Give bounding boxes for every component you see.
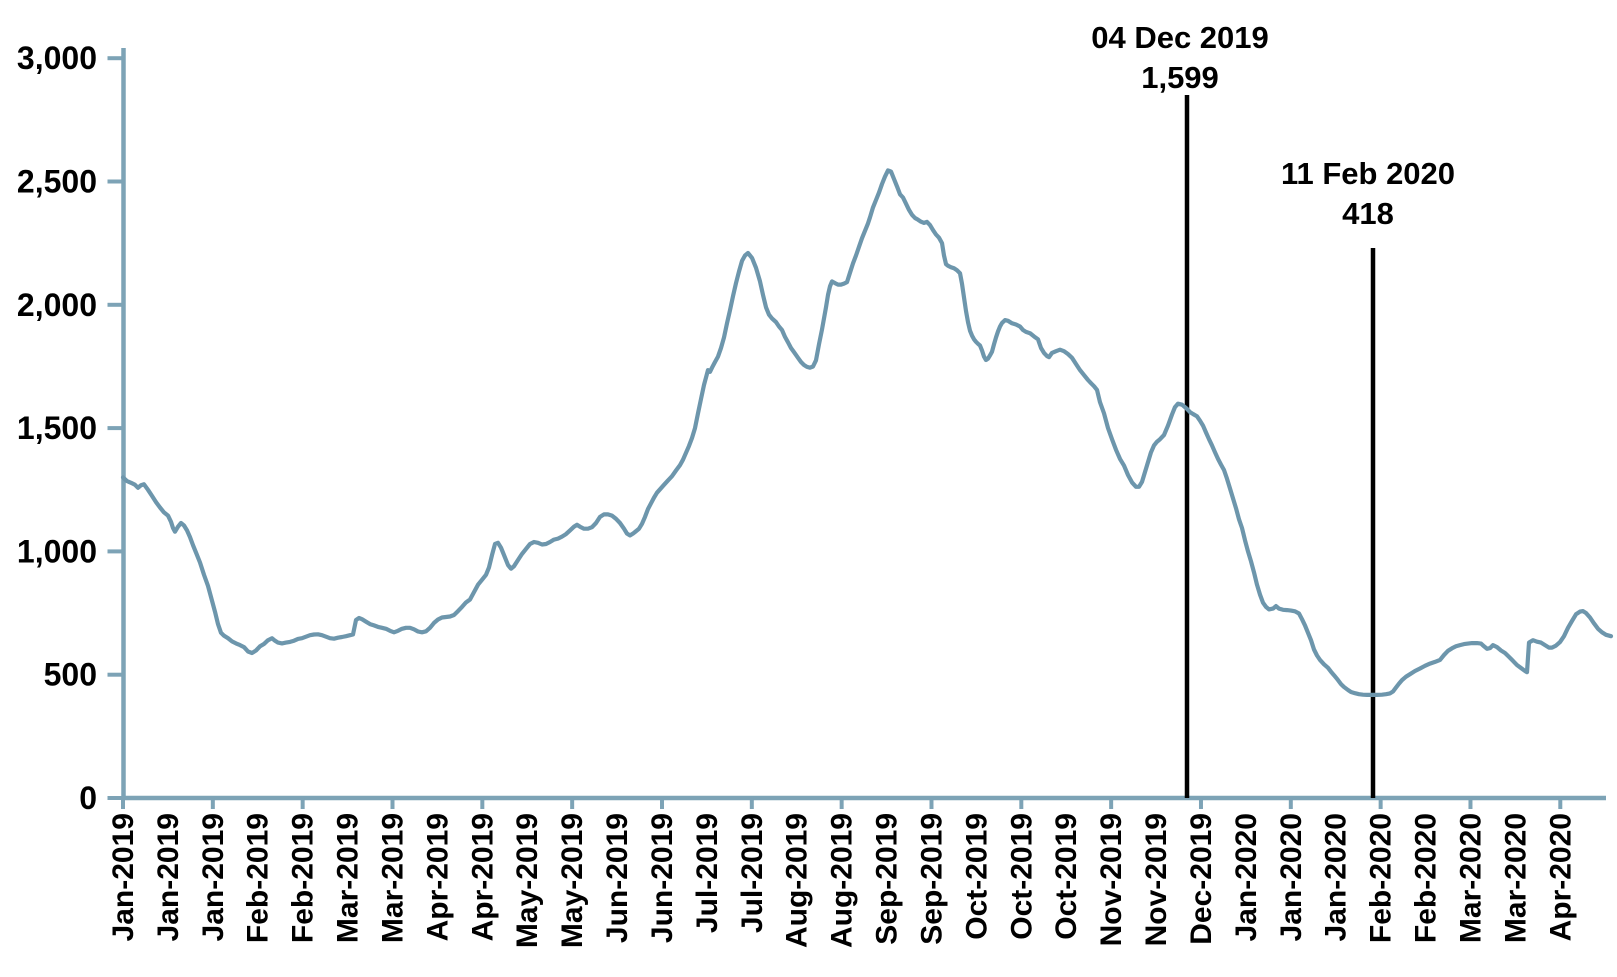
- x-tick-label: Sep-2019: [871, 813, 904, 945]
- x-tick-label: Mar-2019: [376, 813, 409, 943]
- x-tick-label: May-2019: [511, 813, 544, 948]
- x-tick-label: Feb-2020: [1365, 813, 1398, 943]
- y-tick-label: 2,000: [17, 287, 97, 323]
- x-tick-label: Mar-2020: [1454, 813, 1487, 943]
- x-tick-label: Mar-2020: [1499, 813, 1532, 943]
- annotation-value-label: 1,599: [1141, 60, 1219, 95]
- y-tick-label: 500: [44, 657, 97, 693]
- annotation-dec-2019: 04 Dec 2019 1,599: [1091, 18, 1269, 98]
- x-tick-label: Nov-2019: [1140, 813, 1173, 946]
- x-tick-label: Oct-2019: [960, 813, 993, 940]
- x-tick-label: Jan-2019: [152, 813, 185, 941]
- annotation-date-label: 11 Feb 2020: [1280, 156, 1456, 191]
- y-tick-label: 1,000: [17, 533, 97, 569]
- x-tick-label: May-2019: [556, 813, 589, 948]
- x-tick-label: Jun-2019: [646, 813, 679, 943]
- y-tick-label: 1,500: [17, 410, 97, 446]
- x-tick-label: Jun-2019: [601, 813, 634, 943]
- data-series-line: [120, 168, 1614, 698]
- x-tick-label: Jan-2020: [1275, 813, 1308, 941]
- x-tick-label: Aug-2019: [781, 813, 814, 948]
- x-tick-label: Jul-2019: [736, 813, 769, 933]
- y-tick-label: 0: [79, 780, 97, 816]
- x-tick-label: Dec-2019: [1185, 813, 1218, 945]
- x-tick-label: Apr-2019: [421, 813, 454, 941]
- x-tick-label: Jan-2019: [197, 813, 230, 941]
- annotation-value-label: 418: [1342, 196, 1394, 231]
- x-tick-label: Mar-2019: [332, 813, 365, 943]
- x-tick-label: Jul-2019: [691, 813, 724, 933]
- x-tick-label: Feb-2019: [287, 813, 320, 943]
- x-tick-label: Jan-2020: [1230, 813, 1263, 941]
- x-tick-label: Nov-2019: [1095, 813, 1128, 946]
- x-tick-label: Feb-2020: [1410, 813, 1443, 943]
- x-tick-label: Oct-2019: [1050, 813, 1083, 940]
- y-tick-label: 3,000: [17, 40, 97, 76]
- x-tick-label: Sep-2019: [915, 813, 948, 945]
- x-tick-label: Jan-2020: [1320, 813, 1353, 941]
- annotation-feb-2020: 11 Feb 2020 418: [1281, 154, 1455, 234]
- x-tick-label: Aug-2019: [826, 813, 859, 948]
- x-tick-label: Apr-2019: [466, 813, 499, 941]
- y-tick-label: 2,500: [17, 164, 97, 200]
- x-tick-label: Apr-2020: [1544, 813, 1577, 941]
- x-tick-label: Feb-2019: [242, 813, 275, 943]
- x-tick-label: Jan-2019: [107, 813, 140, 941]
- x-tick-label: Oct-2019: [1005, 813, 1038, 940]
- annotation-date-label: 04 Dec 2019: [1091, 20, 1269, 55]
